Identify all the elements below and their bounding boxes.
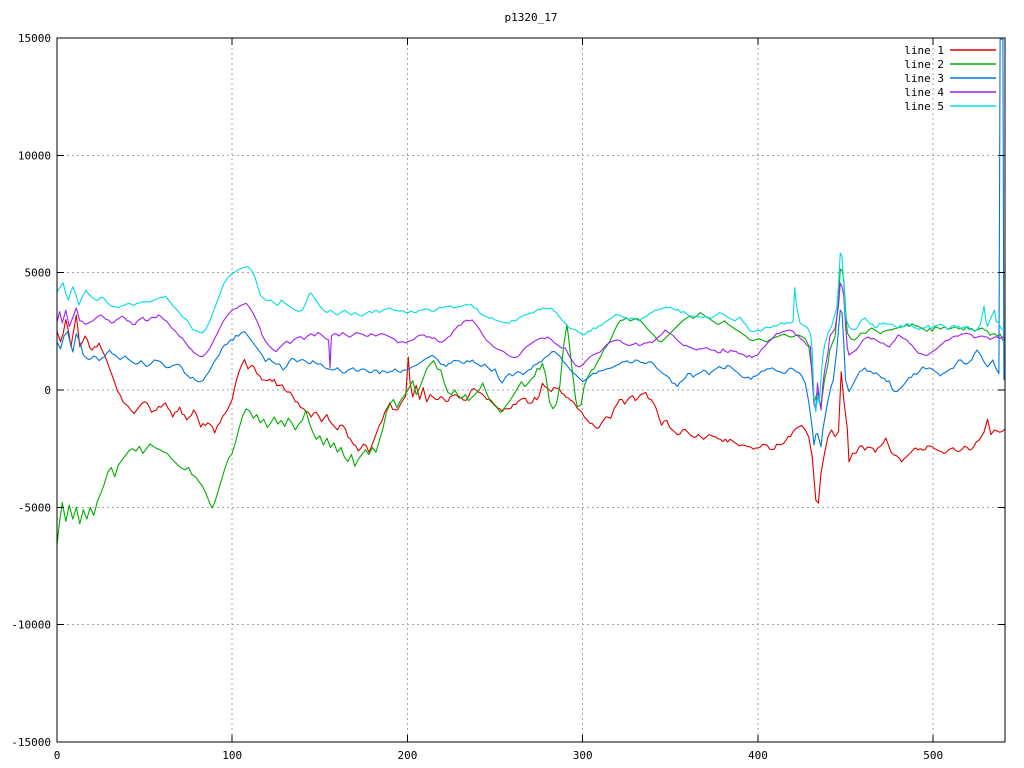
plot-border [56, 37, 1006, 743]
y-tick-label: 0 [44, 384, 51, 397]
x-tick-label: 0 [54, 749, 61, 762]
legend-entry: line 4 [904, 86, 996, 99]
legend-label: line 5 [904, 100, 944, 113]
legend-label: line 2 [904, 58, 944, 71]
grid-layer [57, 38, 1005, 742]
legend-entry: line 5 [904, 100, 996, 113]
x-tick-label: 500 [923, 749, 943, 762]
series-line-1 [57, 314, 1006, 504]
y-tick-label: 10000 [18, 149, 51, 162]
x-tick-label: 100 [222, 749, 242, 762]
series-line-5 [57, 252, 1006, 413]
series-layer [57, 38, 1006, 546]
y-tick-label: 15000 [18, 32, 51, 45]
legend-entry: line 3 [904, 72, 996, 85]
x-tick-label: 400 [748, 749, 768, 762]
series-line-2 [57, 268, 1006, 546]
legend-label: line 1 [904, 44, 944, 57]
legend-label: line 4 [904, 86, 944, 99]
x-tick-label: 300 [573, 749, 593, 762]
y-tick-label: -5000 [18, 501, 51, 514]
x-tick-label: 200 [398, 749, 418, 762]
y-tick-label: -10000 [11, 619, 51, 632]
legend-entry: line 2 [904, 58, 996, 71]
legend-entry: line 1 [904, 44, 996, 57]
axis-layer: 0 100 200 300 400 500 -15000 -10000 -5000 0 5000 10… [11, 32, 1006, 762]
series-line-4 [57, 282, 1006, 411]
y-tick-label: -15000 [11, 736, 51, 749]
chart-title: p1320_17 [505, 11, 558, 24]
y-tick-label: 5000 [25, 267, 52, 280]
legend-label: line 3 [904, 72, 944, 85]
series-line-3 [57, 38, 1006, 448]
